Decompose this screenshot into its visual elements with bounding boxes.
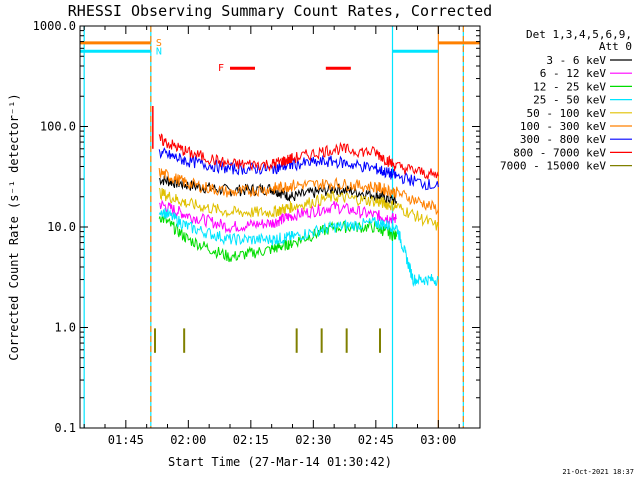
series-line-4 xyxy=(158,187,439,231)
y-axis: 1000.0 100.0 10.0 1.0 0.1 xyxy=(33,19,480,435)
x-tick-label: 02:30 xyxy=(295,433,331,447)
legend-entry-label: 6 - 12 keV xyxy=(540,67,607,80)
legend-header: Det 1,3,4,5,6,9, xyxy=(526,28,632,41)
series-line-3 xyxy=(158,208,439,288)
y-tick-label: 1000.0 xyxy=(33,19,76,33)
flag-label-f: F xyxy=(218,63,224,74)
legend-entry-label: 800 - 7000 keV xyxy=(513,146,606,159)
x-axis: 01:45 02:00 02:15 02:30 02:45 03:00 xyxy=(83,26,481,447)
x-tick-label: 01:45 xyxy=(108,433,144,447)
x-tick-label: 02:00 xyxy=(170,433,206,447)
y-tick-label: 0.1 xyxy=(54,421,76,435)
flag-label-n: N xyxy=(156,46,162,57)
series-line-0 xyxy=(158,175,398,205)
series-line-2 xyxy=(158,214,398,263)
flag-label-s: S xyxy=(156,38,162,49)
legend-entry-label: 3 - 6 keV xyxy=(546,54,606,67)
plot-area-frame xyxy=(79,25,481,429)
series-line-7 xyxy=(158,133,439,180)
series-line-1 xyxy=(159,199,397,234)
x-tick-label: 02:45 xyxy=(358,433,394,447)
series-line-5 xyxy=(158,167,439,216)
x-tick-label: 02:15 xyxy=(233,433,269,447)
legend-entry-label: 100 - 300 keV xyxy=(520,120,606,133)
y-tick-label: 100.0 xyxy=(40,120,76,134)
plot-layer: SN F xyxy=(80,26,480,428)
y-tick-label: 1.0 xyxy=(54,321,76,335)
x-axis-label: Start Time (27-Mar-14 01:30:42) xyxy=(168,455,392,469)
y-axis-label: Corrected Count Rate (s⁻¹ detector⁻¹) xyxy=(7,93,21,360)
legend-header: Att 0 xyxy=(599,40,632,53)
legend-entry-label: 12 - 25 keV xyxy=(533,80,606,93)
generated-timestamp: 21-Oct-2021 18:37 xyxy=(562,468,634,476)
legend-entry-label: 50 - 100 keV xyxy=(527,107,607,120)
chart-title: RHESSI Observing Summary Count Rates, Co… xyxy=(68,2,492,20)
y-tick-label: 10.0 xyxy=(47,220,76,234)
x-tick-label: 03:00 xyxy=(420,433,456,447)
legend-entry-label: 25 - 50 keV xyxy=(533,94,606,107)
series-line-6 xyxy=(158,147,439,191)
legend-entry-label: 7000 - 15000 keV xyxy=(500,160,606,173)
legend-entry-label: 300 - 800 keV xyxy=(520,133,606,146)
